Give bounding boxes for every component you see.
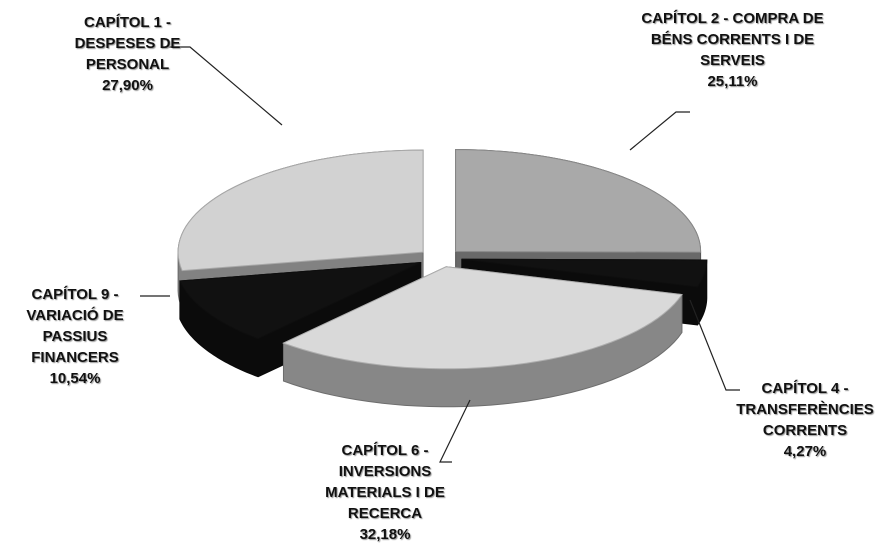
- leader-line: [439, 399, 471, 463]
- slice-top: [177, 149, 424, 272]
- slice-label: CAPÍTOL 6 - INVERSIONS MATERIALS I DE RE…: [300, 440, 470, 545]
- slice: [282, 266, 683, 408]
- slice: [455, 149, 702, 291]
- value-label: 10,54%: [49, 370, 101, 387]
- category: CAPÍTOL 1 - DESPESES DE PERSONAL: [74, 14, 181, 73]
- leader-line: [689, 299, 740, 391]
- slice-label: CAPÍTOL 4 - TRANSFERÈNCIES CORRENTS 4,27%: [725, 378, 885, 462]
- category: CAPÍTOL 4 - TRANSFERÈNCIES CORRENTS: [736, 380, 874, 439]
- slice-top: [455, 149, 702, 253]
- leader-line: [168, 46, 283, 126]
- slice-label: CAPÍTOL 2 - COMPRA DE BÉNS CORRENTS I DE…: [640, 8, 825, 92]
- leader-lines: [140, 46, 740, 463]
- slice-label: CAPÍTOL 1 - DESPESES DE PERSONAL 27,90%: [45, 12, 210, 96]
- slice-top: [282, 266, 683, 370]
- value-label: 27,90%: [102, 77, 153, 94]
- slice-top: [461, 258, 708, 288]
- value-label: 25,11%: [707, 73, 758, 90]
- slice-top: [179, 261, 422, 340]
- category: CAPÍTOL 6 - INVERSIONS MATERIALS I DE RE…: [325, 442, 445, 522]
- slice: [179, 261, 422, 378]
- category: CAPÍTOL 2 - COMPRA DE BÉNS CORRENTS I DE…: [641, 10, 824, 69]
- slice-label: CAPÍTOL 9 - VARIACIÓ DE PASSIUS FINANCER…: [5, 284, 145, 389]
- leader-line: [629, 111, 690, 151]
- value-label: 32,18%: [359, 526, 411, 543]
- category: CAPÍTOL 9 - VARIACIÓ DE PASSIUS FINANCER…: [26, 286, 124, 366]
- value-label: 4,27%: [783, 443, 827, 460]
